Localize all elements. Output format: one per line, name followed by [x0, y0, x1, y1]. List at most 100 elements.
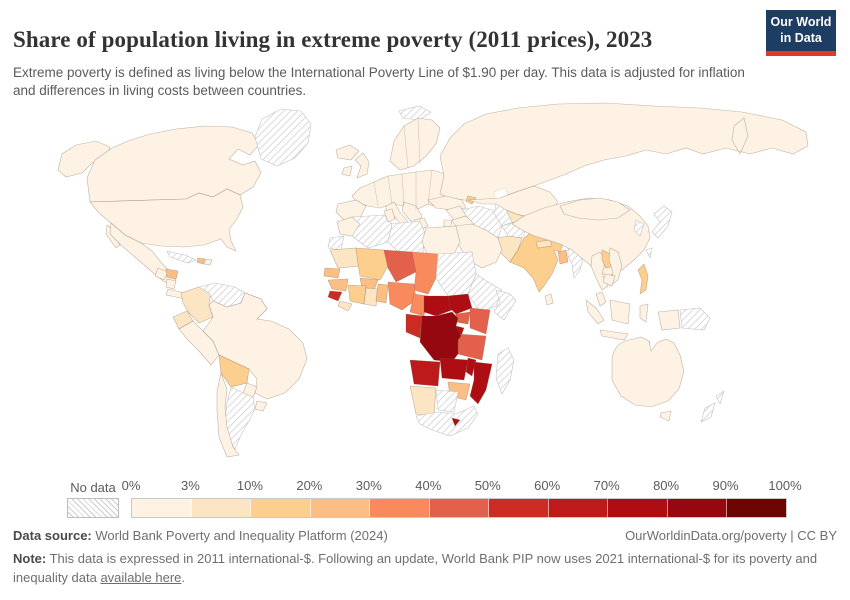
country-scandinavia[interactable]	[389, 117, 441, 171]
country-chile[interactable]	[216, 371, 240, 458]
note-end: .	[181, 569, 186, 585]
country-gabon-congo[interactable]	[405, 313, 423, 339]
country-united-kingdom[interactable]	[354, 152, 370, 179]
chart-subtitle: Extreme poverty is defined as living bel…	[13, 64, 745, 99]
legend-no-data-label: No data	[70, 480, 116, 495]
country-mozambique[interactable]	[469, 361, 493, 405]
country-tanzania[interactable]	[457, 333, 487, 361]
country-bangladesh[interactable]	[557, 249, 569, 265]
country-canada[interactable]	[86, 125, 262, 203]
legend-tick-label: 100%	[768, 478, 802, 493]
legend-bin-70-80%[interactable]	[608, 499, 668, 517]
country-taiwan[interactable]	[645, 247, 653, 259]
available-here-link[interactable]: available here	[100, 569, 182, 585]
country-nepal[interactable]	[535, 239, 553, 249]
country-zambia[interactable]	[439, 357, 469, 381]
country-botswana[interactable]	[435, 389, 459, 413]
country-niger[interactable]	[383, 249, 417, 283]
country-cote-divoire[interactable]	[347, 284, 367, 305]
legend-color-bar	[131, 498, 787, 518]
country-papua-new-guinea[interactable]	[679, 307, 711, 331]
country-svalbard[interactable]	[398, 105, 432, 121]
legend-tick-label: 60%	[534, 478, 561, 493]
country-senegal[interactable]	[323, 267, 341, 279]
country-new-zealand[interactable]	[700, 390, 725, 423]
legend-tick-label: 80%	[653, 478, 680, 493]
country-guinea[interactable]	[327, 278, 349, 292]
country-south-africa[interactable]	[415, 405, 479, 437]
legend-tick-label: 3%	[181, 478, 200, 493]
legend-bin-30-40%[interactable]	[370, 499, 430, 517]
country-ireland[interactable]	[341, 165, 353, 177]
country-russia[interactable]	[439, 102, 809, 203]
country-turkey[interactable]	[427, 195, 467, 211]
country-western-sahara[interactable]	[327, 235, 345, 251]
country-japan[interactable]	[651, 205, 673, 239]
country-namibia[interactable]	[409, 385, 437, 417]
country-iceland[interactable]	[335, 144, 360, 161]
country-philippines[interactable]	[637, 263, 649, 295]
country-madagascar[interactable]	[495, 347, 515, 395]
country-bolivia[interactable]	[218, 354, 250, 388]
country-liberia[interactable]	[337, 300, 353, 312]
map-legend: No data 0% 3% 10% 20% 30% 40% 50% 60% 70% 80% 90% 1…	[0, 478, 850, 520]
legend-bin-20-30%[interactable]	[310, 499, 371, 517]
country-mali[interactable]	[355, 247, 389, 281]
legend-no-data-swatch[interactable]	[67, 498, 119, 518]
country-malawi[interactable]	[465, 357, 477, 377]
note-text: This data is expressed in 2011 internati…	[13, 551, 818, 585]
data-source-label: Data source:	[13, 528, 92, 543]
country-uruguay[interactable]	[254, 400, 268, 412]
legend-bin-90-100%[interactable]	[727, 499, 787, 517]
legend-tick-label: 90%	[712, 478, 739, 493]
country-lesotho[interactable]	[451, 417, 461, 427]
country-central-african-republic[interactable]	[423, 295, 453, 317]
country-korea[interactable]	[633, 219, 645, 237]
country-angola[interactable]	[409, 359, 441, 387]
country-indonesia[interactable]	[585, 299, 681, 347]
legend-tick-label: 20%	[296, 478, 323, 493]
country-ghana[interactable]	[363, 287, 379, 307]
country-drc[interactable]	[419, 311, 462, 363]
country-brazil[interactable]	[202, 292, 308, 400]
country-australia[interactable]	[611, 336, 685, 422]
legend-tick-label: 0%	[121, 478, 141, 493]
legend-bin-40-50%[interactable]	[429, 499, 490, 517]
legend-bin-80-90%[interactable]	[667, 499, 728, 517]
page-title: Share of population living in extreme po…	[13, 27, 653, 53]
country-guatemala[interactable]	[154, 267, 169, 281]
country-malaysia[interactable]	[595, 291, 607, 307]
attribution-text[interactable]: OurWorldinData.org/poverty | CC BY	[625, 528, 837, 543]
country-sierra-leone[interactable]	[327, 290, 343, 302]
data-source-text: World Bank Poverty and Inequality Platfo…	[91, 528, 388, 543]
country-haiti[interactable]	[196, 257, 206, 265]
country-mauritania[interactable]	[329, 247, 361, 269]
country-kenya[interactable]	[469, 307, 491, 335]
country-tunisia[interactable]	[383, 208, 396, 223]
country-cambodia[interactable]	[602, 273, 616, 287]
owid-logo[interactable]: Our World in Data	[766, 10, 836, 57]
country-nigeria[interactable]	[387, 281, 417, 311]
country-somalia[interactable]	[493, 289, 517, 321]
legend-bin-60-70%[interactable]	[548, 499, 609, 517]
legend-bin-50-60%[interactable]	[489, 499, 549, 517]
legend-tick-label: 30%	[355, 478, 382, 493]
country-chad[interactable]	[411, 251, 439, 295]
legend-tick-label: 40%	[415, 478, 442, 493]
country-mongolia[interactable]	[559, 197, 631, 221]
country-greenland[interactable]	[254, 108, 312, 167]
country-honduras[interactable]	[165, 268, 179, 280]
legend-bin-0-3%[interactable]	[132, 499, 192, 517]
country-algeria[interactable]	[351, 214, 393, 249]
country-sri-lanka[interactable]	[544, 293, 554, 306]
legend-bin-10-20%[interactable]	[251, 499, 311, 517]
note-line: Note: This data is expressed in 2011 int…	[13, 550, 825, 588]
legend-bin-3-10%[interactable]	[191, 499, 252, 517]
country-south-sudan[interactable]	[447, 293, 473, 315]
country-togo-benin[interactable]	[375, 283, 389, 304]
country-dominican-republic[interactable]	[203, 258, 213, 266]
country-cuba[interactable]	[166, 250, 197, 264]
data-source-line: Data source: World Bank Poverty and Ineq…	[13, 528, 388, 543]
country-nicaragua[interactable]	[165, 278, 177, 290]
